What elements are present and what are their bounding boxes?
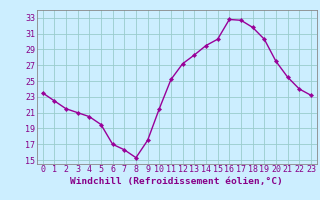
X-axis label: Windchill (Refroidissement éolien,°C): Windchill (Refroidissement éolien,°C) bbox=[70, 177, 283, 186]
